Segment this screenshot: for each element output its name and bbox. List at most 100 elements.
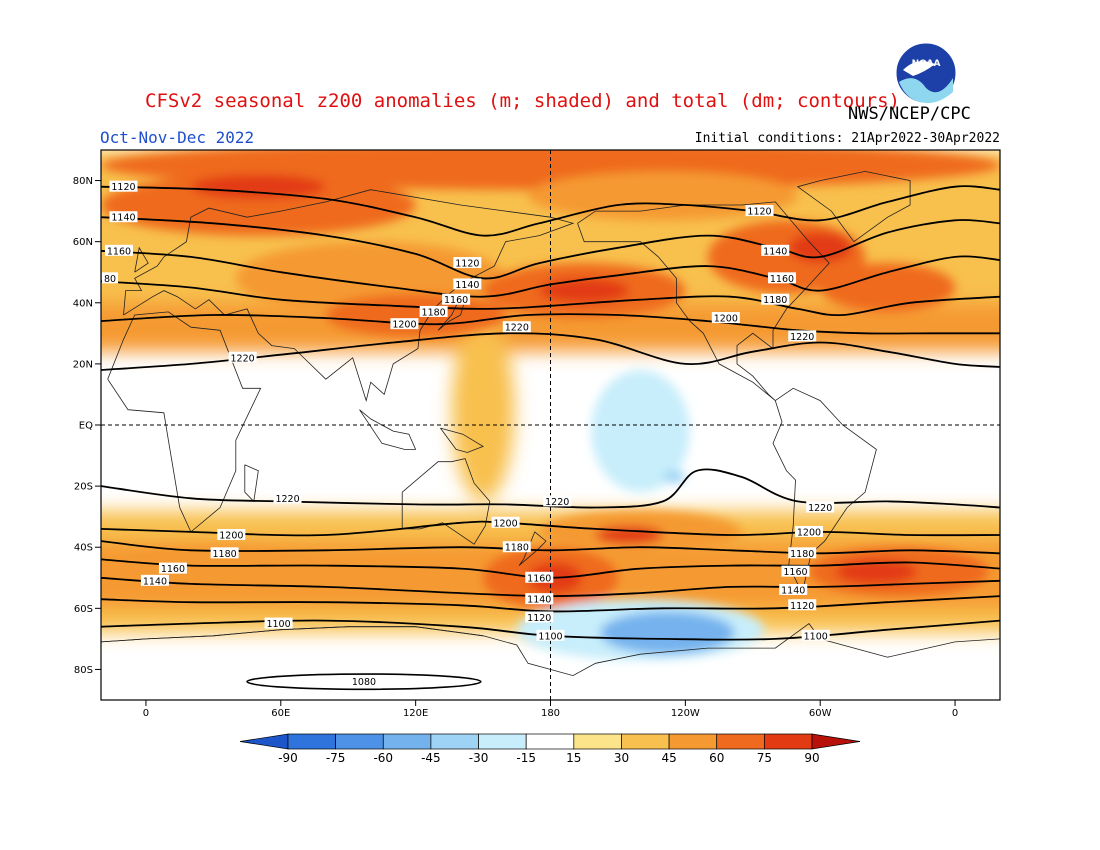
colorbar-label: -60: [373, 751, 393, 765]
contour-label-bg: [525, 593, 554, 605]
contour-label: 1120: [455, 259, 479, 270]
contour-label-bg: [536, 629, 565, 641]
lon-label: 60E: [271, 708, 290, 719]
anomaly-peak: [539, 278, 630, 303]
colorbar-swatch: [287, 733, 336, 750]
coastline: [440, 427, 485, 453]
contour-label: 1160: [770, 274, 794, 285]
colorbar-label: 15: [566, 751, 581, 765]
contour-label-bg: [109, 211, 138, 223]
colorbar-label: -15: [516, 751, 536, 765]
contour-label: 1180: [422, 307, 446, 318]
negative-anomaly-patch: [599, 611, 735, 655]
colorbar-label: 75: [757, 751, 772, 765]
contour-1120: [101, 185, 1000, 237]
contour-label-bg: [711, 312, 740, 324]
lat-label: 80N: [73, 176, 93, 187]
contour-1180: [101, 540, 1000, 555]
contour-label: 1120: [527, 613, 551, 624]
contour-label-bg: [101, 272, 118, 284]
lat-label: 60S: [74, 604, 93, 615]
lat-label: EQ: [79, 421, 93, 432]
contour-label-bg: [419, 305, 448, 317]
contour-label: 1180: [505, 543, 529, 554]
colorbar-label: -45: [421, 751, 441, 765]
contour-label: 1140: [763, 246, 787, 257]
contour-label-bg: [273, 492, 302, 504]
contour-label: 1200: [797, 527, 821, 538]
colorbar-label: -90: [278, 751, 298, 765]
colorbar-swatch: [811, 733, 861, 750]
contour-1180: [101, 280, 1000, 317]
contour-label: 1160: [444, 295, 468, 306]
contour-1160: [101, 558, 1000, 579]
contour-label-bg: [788, 330, 817, 342]
colorbar-swatch: [716, 733, 765, 750]
contour-label-bg: [217, 529, 246, 540]
colorbar-swatch: [621, 733, 670, 750]
coastline: [401, 458, 491, 545]
contour-label-bg: [264, 617, 293, 629]
map-title: CFSv2 seasonal z200 anomalies (m; shaded…: [145, 90, 900, 112]
colorbar-swatch: [430, 733, 479, 750]
contour-1080: [246, 673, 482, 691]
contour-1160: [101, 249, 1000, 298]
organization-label: NWS/NCEP/CPC: [848, 104, 971, 124]
contour-label-bg: [453, 257, 482, 269]
contour-label: 1100: [266, 619, 290, 630]
contour-label: 1220: [790, 332, 814, 343]
anomaly-tongue: [451, 318, 515, 502]
contour-label: 1100: [538, 631, 562, 642]
colorbar-label: 30: [614, 751, 629, 765]
colorbar-swatch: [382, 733, 432, 750]
colorbar-label: 60: [709, 751, 724, 765]
contour-label: 1160: [527, 573, 551, 584]
contour-1200: [101, 313, 1000, 335]
contour-label: 1220: [505, 323, 529, 334]
lon-label: 120E: [403, 708, 428, 719]
contour-label-bg: [761, 244, 790, 256]
contour-label-bg: [158, 562, 187, 574]
colorbar-label: 90: [804, 751, 819, 765]
contour-label: 1140: [111, 213, 135, 224]
contour-label-bg: [745, 205, 774, 217]
contour-label: 1100: [804, 631, 828, 642]
contour-1220: [101, 332, 1000, 371]
contour-label-bg: [109, 180, 138, 192]
lon-label: 0: [952, 708, 958, 719]
contour-label-bg: [491, 516, 520, 528]
contour-label-bg: [767, 272, 796, 284]
logo-text: NOAA: [912, 59, 941, 69]
colorbar-label: 45: [661, 751, 676, 765]
contour-label-bg: [210, 547, 239, 559]
contour-label-bg: [788, 547, 817, 559]
lat-label: 20N: [73, 359, 93, 370]
season-label: Oct-Nov-Dec 2022: [100, 128, 255, 147]
colorbar-swatch: [525, 733, 575, 750]
colorbar-swatch: [764, 733, 813, 750]
contour-label: 1080: [352, 677, 376, 688]
anomaly-peak: [835, 559, 917, 584]
contour-label: 1160: [783, 567, 807, 578]
colorbar-swatch: [573, 733, 622, 750]
negative-anomaly-patch: [590, 370, 690, 493]
coastline: [101, 626, 484, 643]
noaa-logo-icon: NOAA: [895, 42, 957, 104]
colorbar-label: -75: [326, 751, 346, 765]
contour-label: 1160: [161, 564, 185, 575]
anomaly-peak: [190, 174, 326, 199]
anomaly-peak: [788, 232, 852, 264]
contour-label: 1200: [714, 314, 738, 325]
coastline: [359, 409, 417, 450]
contour-label-bg: [104, 244, 133, 256]
lat-label: 60N: [73, 237, 93, 248]
contour-label: 1180: [790, 549, 814, 560]
lat-label: 40N: [73, 298, 93, 309]
contour-label: 1140: [143, 576, 167, 587]
contour-label: 1120: [747, 207, 771, 218]
lon-label: 120W: [671, 708, 700, 719]
contour-label: 1220: [808, 503, 832, 514]
contour-label-bg: [349, 675, 378, 687]
